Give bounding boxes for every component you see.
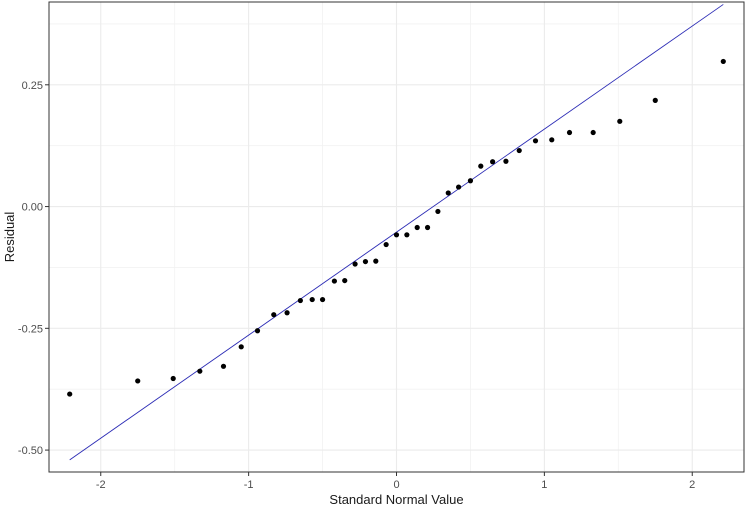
- data-point: [490, 159, 496, 165]
- data-point: [170, 375, 176, 382]
- data-point: [590, 129, 596, 136]
- data-point: [331, 278, 337, 284]
- data-point: [352, 261, 358, 267]
- data-point: [566, 129, 573, 136]
- data-point: [532, 138, 539, 144]
- reference-line: [69, 4, 724, 461]
- data-point: [424, 224, 431, 231]
- data-point: [297, 297, 303, 304]
- data-point: [503, 158, 509, 164]
- data-point: [404, 232, 410, 238]
- data-point: [720, 58, 726, 65]
- data-points: [67, 58, 726, 397]
- data-point: [652, 97, 658, 103]
- x-tick-label: 1: [541, 479, 547, 491]
- data-point: [383, 241, 389, 248]
- data-point: [549, 137, 555, 143]
- x-tick-label: 2: [689, 479, 695, 491]
- data-point: [254, 328, 261, 334]
- data-point: [445, 190, 451, 196]
- data-point: [271, 312, 277, 318]
- data-point: [220, 363, 227, 369]
- data-point: [342, 277, 348, 284]
- data-point: [319, 296, 326, 303]
- data-point: [284, 310, 290, 316]
- x-tick-label: 0: [393, 479, 399, 491]
- data-point: [197, 368, 203, 374]
- data-point: [456, 184, 462, 190]
- x-tick-label: -1: [244, 479, 254, 491]
- data-point: [414, 224, 420, 231]
- y-tick-label: 0.00: [22, 202, 43, 214]
- data-point: [362, 258, 369, 265]
- data-point: [617, 118, 623, 124]
- data-point: [516, 147, 522, 154]
- y-tick-label: -0.25: [18, 323, 43, 335]
- y-tick-label: 0.25: [22, 80, 43, 92]
- x-axis-ticks: -2 -1 0 1 2: [96, 472, 695, 491]
- data-point: [373, 258, 379, 264]
- x-axis-title: Standard Normal Value: [329, 492, 463, 507]
- data-point: [393, 232, 400, 238]
- data-point: [467, 178, 474, 184]
- y-axis-ticks: -0.50 -0.25 0.00 0.25: [18, 80, 49, 457]
- data-point: [135, 378, 141, 384]
- data-point: [478, 163, 484, 169]
- x-tick-label: -2: [96, 479, 106, 491]
- data-point: [309, 296, 315, 303]
- y-axis-title: Residual: [2, 212, 17, 263]
- data-point: [67, 391, 73, 397]
- data-point: [238, 344, 244, 350]
- y-tick-label: -0.50: [18, 445, 43, 457]
- data-point: [435, 208, 441, 215]
